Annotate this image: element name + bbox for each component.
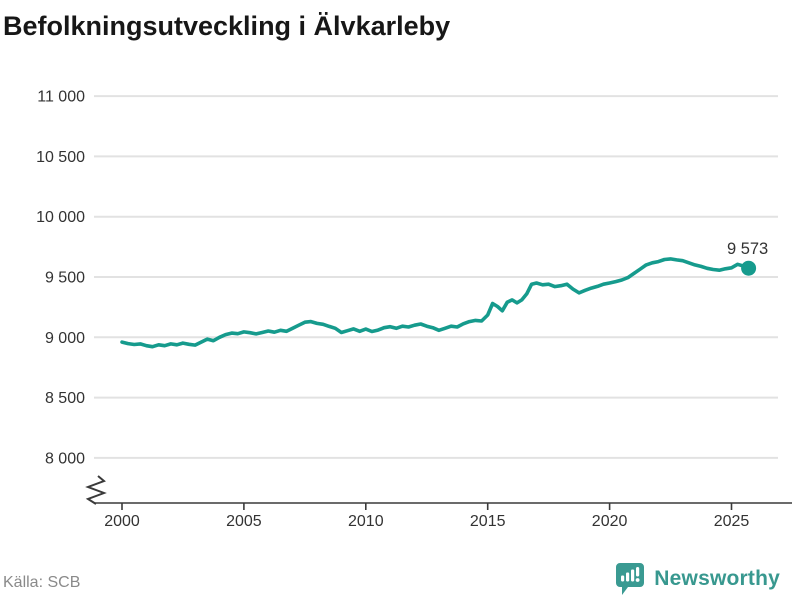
axis-break-squiggle (85, 475, 107, 505)
newsworthy-brand[interactable]: Newsworthy (615, 562, 780, 596)
x-tick-label: 2000 (104, 513, 140, 530)
y-tick-label: 9 500 (45, 270, 85, 287)
x-axis-labels: 2000 2005 2010 2015 2020 2025 (104, 513, 749, 530)
y-tick-label: 11 000 (37, 89, 85, 106)
x-tick-label: 2010 (348, 513, 384, 530)
population-series-line (120, 257, 751, 349)
y-tick-label: 10 000 (36, 209, 85, 226)
y-axis-labels: 8 000 8 500 9 000 9 500 10 000 10 500 11 000 (36, 89, 85, 468)
latest-value-dot (741, 260, 757, 276)
x-axis (94, 502, 792, 510)
x-tick-label: 2025 (714, 513, 750, 530)
gridlines (94, 95, 778, 459)
y-tick-label: 10 500 (36, 149, 85, 166)
source-credit: Källa: SCB (3, 574, 81, 591)
newsworthy-wordmark: Newsworthy (654, 567, 780, 590)
x-tick-label: 2020 (592, 513, 628, 530)
y-tick-label: 8 000 (45, 450, 85, 467)
x-tick-label: 2005 (226, 513, 262, 530)
latest-value-label: 9 573 (727, 240, 768, 258)
page-title: Befolkningsutveckling i Älvkarleby (3, 11, 451, 41)
newsworthy-logo-icon (616, 563, 645, 595)
y-tick-label: 9 000 (45, 330, 85, 347)
y-tick-label: 8 500 (45, 390, 85, 407)
population-line-chart: 8 000 8 500 9 000 9 500 10 000 10 500 11 000 2… (36, 89, 792, 530)
x-tick-label: 2015 (470, 513, 506, 530)
